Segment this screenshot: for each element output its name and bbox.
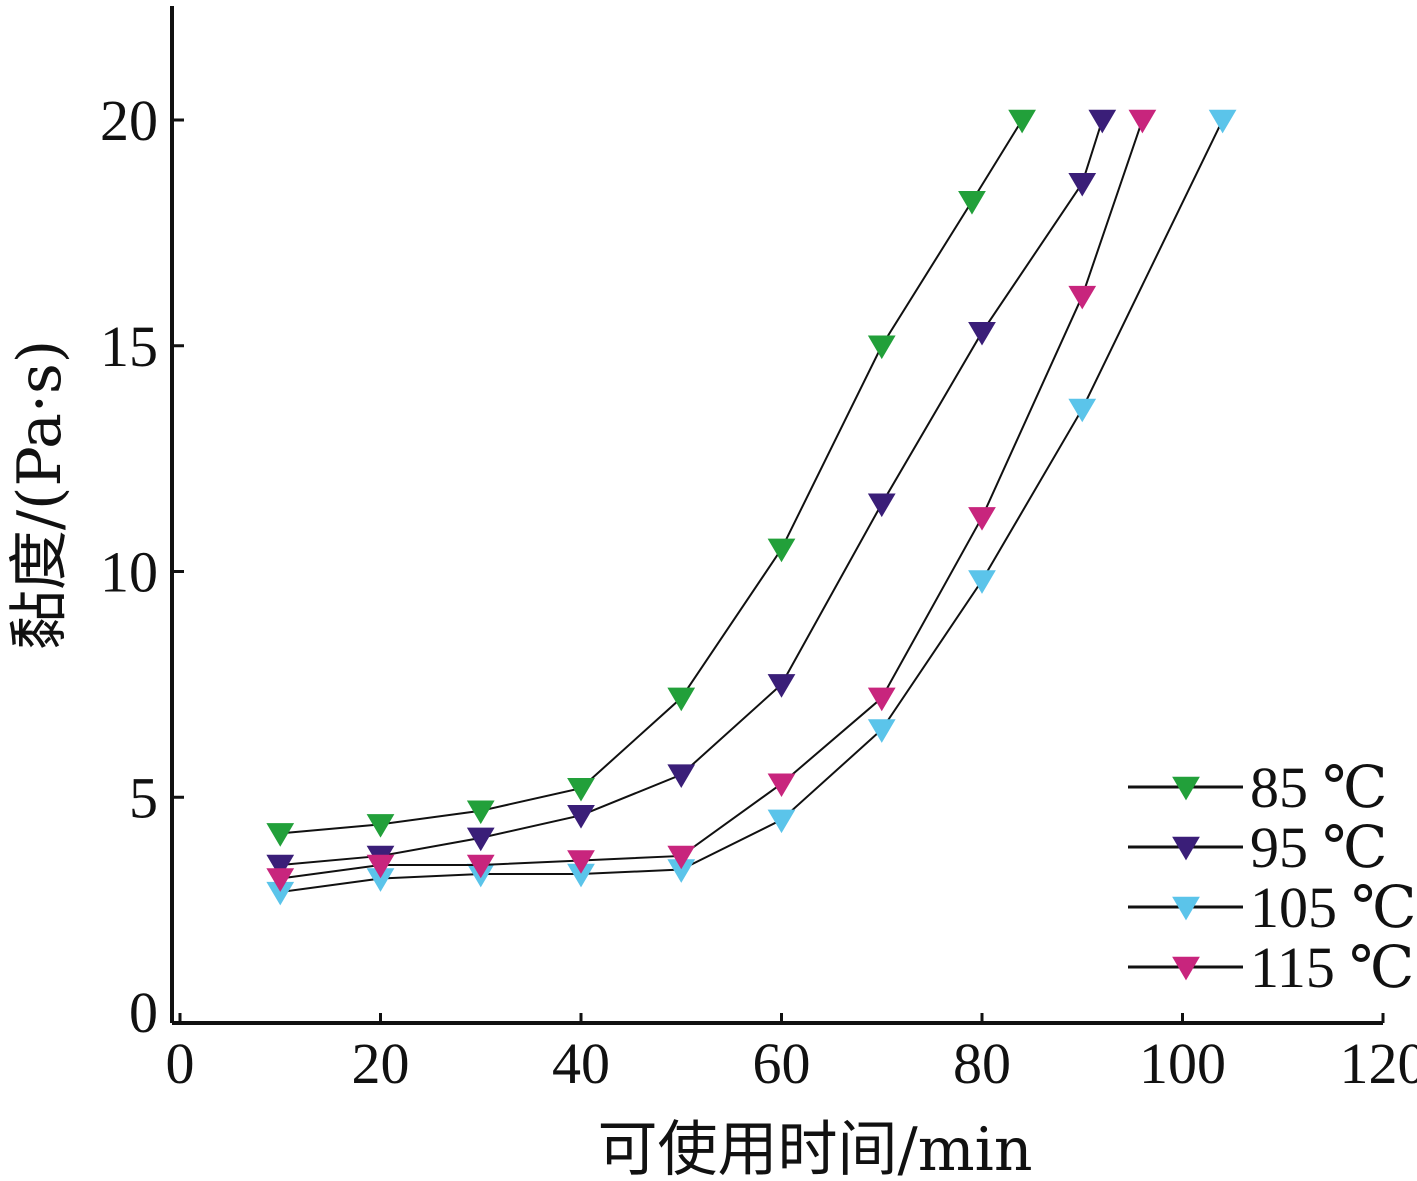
data-point <box>767 773 796 798</box>
data-point <box>1068 285 1097 310</box>
data-point <box>968 321 996 346</box>
data-point <box>366 814 395 838</box>
data-point <box>567 805 595 829</box>
legend-label: 105 ℃ <box>1250 875 1416 940</box>
legend-marker <box>1172 776 1200 801</box>
legend-marker <box>1172 956 1200 981</box>
data-point <box>266 868 295 892</box>
series-line <box>280 119 1104 866</box>
series-3 <box>266 109 1157 892</box>
series-0 <box>266 109 1036 847</box>
legend-marker <box>1172 836 1200 861</box>
data-point <box>1068 172 1097 197</box>
x-tick-label: 120 <box>1340 1031 1417 1096</box>
y-tick-label: 15 <box>100 314 158 379</box>
y-tick-label: 0 <box>129 980 158 1045</box>
series-line <box>280 119 1224 894</box>
data-point <box>667 687 696 712</box>
data-point <box>1008 109 1036 134</box>
y-tick-label: 10 <box>100 540 158 605</box>
legend-marker <box>1172 896 1200 921</box>
y-axis-ticks: 0 5 10 15 20 <box>100 88 184 1045</box>
data-point <box>667 764 696 789</box>
axes <box>170 6 1383 1025</box>
data-point <box>667 845 696 870</box>
data-point <box>466 800 495 825</box>
data-point <box>867 719 896 743</box>
data-point <box>1208 109 1237 134</box>
y-tick-label: 20 <box>100 88 158 153</box>
x-tick-label: 80 <box>953 1031 1011 1096</box>
data-point <box>466 854 495 879</box>
series-2 <box>266 109 1237 906</box>
legend-label: 95 ℃ <box>1250 815 1387 880</box>
series-line <box>280 119 1144 880</box>
y-tick-label: 5 <box>129 765 158 830</box>
data-point <box>1068 398 1097 423</box>
data-point <box>767 809 796 834</box>
data-point <box>466 827 495 852</box>
x-tick-label: 100 <box>1139 1031 1226 1096</box>
data-point <box>266 854 295 879</box>
series-layer <box>266 109 1237 906</box>
series-1 <box>266 109 1117 879</box>
data-point <box>1128 109 1157 134</box>
data-point <box>867 335 896 360</box>
data-point <box>867 687 896 712</box>
y-axis-title: 黏度/(Pa·s) <box>5 340 75 650</box>
data-point <box>266 823 295 847</box>
x-tick-label: 60 <box>753 1031 811 1096</box>
data-point <box>867 493 896 518</box>
data-point <box>366 854 395 879</box>
x-axis-ticks: 0 20 40 60 80 100 120 <box>166 1013 1417 1096</box>
data-point <box>958 191 986 215</box>
data-point <box>767 674 796 698</box>
x-axis-title: 可使用时间/min <box>598 1115 1033 1181</box>
data-point <box>1088 109 1117 134</box>
data-point <box>968 570 996 594</box>
data-point <box>567 777 595 802</box>
x-tick-label: 40 <box>552 1031 610 1096</box>
data-point <box>767 538 796 563</box>
series-line <box>280 119 1023 835</box>
data-point <box>567 850 595 874</box>
legend-label: 85 ℃ <box>1250 755 1387 820</box>
data-point <box>968 507 996 531</box>
x-tick-label: 0 <box>166 1031 195 1096</box>
x-tick-label: 20 <box>352 1031 410 1096</box>
legend-label: 115 ℃ <box>1250 935 1414 1000</box>
